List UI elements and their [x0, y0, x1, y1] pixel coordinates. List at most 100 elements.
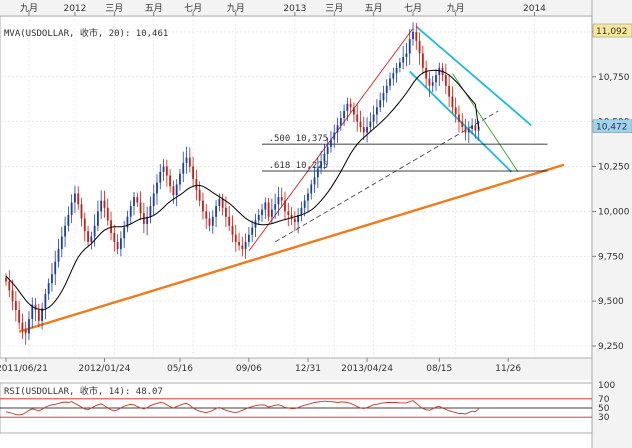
- candle-body: [323, 153, 326, 162]
- candle: [14, 291, 17, 322]
- candle-body: [87, 231, 89, 242]
- y-tick-label: 10,750: [598, 73, 630, 83]
- candle: [428, 71, 431, 97]
- candle-body: [244, 241, 247, 250]
- candle: [60, 226, 63, 258]
- candle: [47, 278, 50, 301]
- candle-body: [471, 125, 473, 129]
- candle: [169, 169, 172, 193]
- candle-body: [106, 207, 109, 221]
- candle-body: [205, 211, 208, 219]
- rsi-line: [5, 400, 479, 416]
- candle: [412, 22, 414, 46]
- candle: [74, 185, 76, 213]
- bottom-axis-label: 12/31: [295, 364, 321, 374]
- candle: [415, 22, 418, 50]
- candle-body: [119, 238, 122, 250]
- candle: [346, 97, 349, 122]
- candle-body: [290, 214, 293, 219]
- candle-body: [156, 182, 158, 194]
- candle: [175, 179, 178, 207]
- y-tick-label: 10,250: [598, 163, 630, 173]
- candle: [284, 191, 286, 221]
- candle-body: [198, 189, 201, 201]
- candle-body: [438, 67, 441, 76]
- candle: [83, 212, 86, 242]
- candle: [405, 42, 408, 67]
- candle-body: [8, 281, 11, 291]
- candle: [146, 206, 149, 236]
- candle-body: [34, 304, 37, 311]
- candle: [369, 112, 372, 133]
- candle: [290, 207, 293, 226]
- rsi-tick-label: 100: [598, 381, 615, 391]
- candle: [359, 110, 362, 133]
- candle-body: [51, 274, 53, 284]
- rsi-tick-label: 70: [598, 395, 610, 405]
- candle-body: [369, 121, 372, 128]
- candle-body: [280, 197, 283, 201]
- candle: [18, 300, 21, 330]
- price-tag-box: [592, 23, 632, 38]
- candle-body: [330, 139, 332, 147]
- candle-body: [435, 75, 437, 83]
- candle-body: [326, 146, 329, 154]
- candle-body: [110, 220, 112, 233]
- candle: [126, 210, 129, 233]
- candle: [28, 311, 30, 340]
- candle-body: [398, 62, 401, 68]
- candle: [395, 62, 398, 83]
- candle-body: [310, 184, 313, 194]
- candle: [165, 159, 168, 187]
- top-axis-label: 2014: [523, 4, 546, 14]
- candle: [172, 180, 175, 204]
- candle-body: [376, 107, 378, 115]
- candle: [287, 202, 290, 227]
- bottom-axis-label: 2012/01/24: [79, 364, 131, 374]
- candle: [234, 224, 237, 252]
- candle-body: [215, 206, 217, 217]
- candle: [362, 116, 365, 140]
- candle: [326, 137, 329, 165]
- candle: [139, 191, 142, 221]
- candle: [93, 214, 96, 247]
- candle-body: [303, 200, 306, 208]
- candle: [44, 288, 47, 320]
- candle: [97, 200, 99, 231]
- candle: [451, 86, 454, 114]
- bottom-axis-label: 11/26: [495, 364, 521, 374]
- candle: [5, 273, 7, 286]
- candle: [474, 118, 477, 139]
- candle-body: [202, 200, 204, 212]
- candle: [103, 190, 106, 218]
- candle: [24, 321, 27, 345]
- price-tag-label: 11,092: [596, 27, 628, 37]
- candle-body: [218, 198, 221, 207]
- candle-body: [395, 67, 398, 74]
- candle-body: [353, 107, 355, 115]
- candle: [8, 270, 11, 298]
- candle: [293, 211, 296, 231]
- candle: [277, 186, 280, 216]
- candle: [316, 157, 319, 189]
- candle: [435, 69, 437, 91]
- candle: [57, 238, 60, 268]
- candle: [270, 198, 273, 224]
- candle-body: [44, 293, 47, 309]
- candle-body: [359, 121, 362, 128]
- candle: [119, 231, 122, 257]
- candle-body: [366, 127, 368, 133]
- candle-body: [392, 73, 395, 79]
- top-axis-label: 九月: [20, 3, 38, 14]
- candle: [471, 118, 473, 135]
- candle: [438, 62, 441, 86]
- candle: [116, 234, 119, 254]
- candle: [231, 215, 234, 243]
- candle-body: [64, 225, 66, 237]
- candle-body: [211, 216, 214, 226]
- candle: [156, 174, 158, 205]
- candle-body: [172, 186, 175, 196]
- candle-body: [458, 114, 460, 122]
